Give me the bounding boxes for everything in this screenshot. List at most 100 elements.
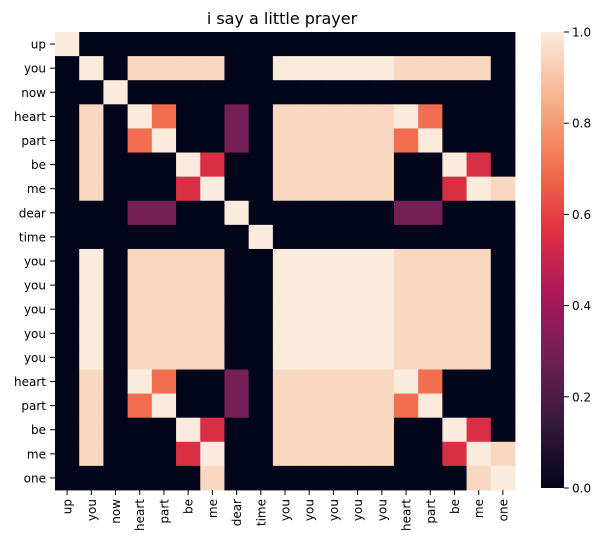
heatmap-cell xyxy=(490,273,516,298)
heatmap-cell xyxy=(466,32,492,57)
x-tick-label: you xyxy=(375,499,389,521)
heatmap-cell xyxy=(345,393,371,419)
heatmap-cell xyxy=(442,56,467,81)
heatmap-cell xyxy=(55,248,80,274)
heatmap-cell xyxy=(151,56,177,81)
heatmap-cell xyxy=(393,248,419,274)
heatmap-cell xyxy=(345,152,371,178)
heatmap-cell xyxy=(127,248,153,274)
heatmap-cell xyxy=(297,345,322,370)
heatmap-cell xyxy=(55,56,80,81)
heatmap-cell xyxy=(248,224,274,250)
heatmap-cell xyxy=(127,393,153,419)
heatmap-cell xyxy=(345,273,371,298)
heatmap-cell xyxy=(297,465,322,491)
heatmap-cell xyxy=(490,321,516,346)
heatmap-cell xyxy=(151,321,177,346)
heatmap-cell xyxy=(224,152,250,178)
heatmap-cell xyxy=(224,80,250,105)
heatmap-cell xyxy=(248,56,274,81)
heatmap-cell xyxy=(248,393,274,419)
heatmap-cell xyxy=(200,417,225,443)
heatmap-cell xyxy=(490,104,516,129)
heatmap-cell xyxy=(442,152,467,178)
heatmap-cell xyxy=(345,224,371,250)
heatmap-cell xyxy=(466,321,492,346)
y-tick-label: be xyxy=(31,423,46,437)
colorbar: 0.0 0.2 0.4 0.6 0.8 1.0 xyxy=(541,26,591,496)
heatmap-cell xyxy=(272,321,298,346)
heatmap-cell xyxy=(176,32,201,57)
heatmap-cell xyxy=(345,441,371,467)
heatmap-cell xyxy=(369,80,395,105)
chart-title: i say a little prayer xyxy=(207,9,358,28)
heatmap-cell xyxy=(418,465,443,491)
heatmap-cell xyxy=(345,32,371,57)
heatmap-cell xyxy=(127,465,153,491)
heatmap-cell xyxy=(321,32,346,57)
heatmap-cell xyxy=(393,80,419,105)
heatmap-cell xyxy=(272,345,298,370)
heatmap-cell xyxy=(490,176,516,202)
heatmap-cell xyxy=(272,224,298,250)
heatmap-cell xyxy=(200,224,225,250)
heatmap-cell xyxy=(79,56,104,81)
x-tick-label: dear xyxy=(230,499,244,526)
y-tick-label: dear xyxy=(19,206,46,220)
heatmap-cell xyxy=(176,104,201,129)
heatmap-cell xyxy=(442,200,467,226)
heatmap-cell xyxy=(369,32,395,57)
heatmap-cell xyxy=(393,224,419,250)
heatmap-cell xyxy=(466,369,492,394)
heatmap-cell xyxy=(176,80,201,105)
y-tick-label: you xyxy=(24,327,46,341)
x-tick-labels: up you now heart part be me dear time you you you yo… xyxy=(61,490,510,531)
y-tick-label: me xyxy=(27,447,46,461)
heatmap-cell xyxy=(297,56,322,81)
heatmap-cell xyxy=(200,369,225,394)
heatmap-cell xyxy=(200,248,225,274)
heatmap-cell xyxy=(200,104,225,129)
heatmap-cell xyxy=(490,393,516,419)
x-tick-label: be xyxy=(182,499,196,514)
x-tick-label: me xyxy=(472,499,486,518)
heatmap-cell xyxy=(369,369,395,394)
heatmap-cell xyxy=(272,441,298,467)
y-tick-label: part xyxy=(21,399,46,413)
heatmap-cell xyxy=(393,441,419,467)
heatmap-cell xyxy=(297,128,322,153)
heatmap-cell xyxy=(393,128,419,153)
heatmap-cell xyxy=(55,224,80,250)
heatmap-cell xyxy=(393,321,419,346)
heatmap-cell xyxy=(224,297,250,322)
heatmap-cell xyxy=(442,321,467,346)
heatmap-cell xyxy=(224,200,250,226)
heatmap-cell xyxy=(55,80,80,105)
heatmap-cell xyxy=(321,104,346,129)
heatmap-cell xyxy=(466,224,492,250)
heatmap-cell xyxy=(127,128,153,153)
heatmap-cell xyxy=(297,200,322,226)
heatmap-cell xyxy=(200,176,225,202)
heatmap-cell xyxy=(369,176,395,202)
colorbar-tick-label: 0.6 xyxy=(572,208,591,222)
heatmap-cell xyxy=(103,56,129,81)
heatmap-cell xyxy=(151,176,177,202)
heatmap-cell xyxy=(272,104,298,129)
heatmap-cell xyxy=(442,176,467,202)
heatmap-cell xyxy=(79,200,104,226)
heatmap-cell xyxy=(103,128,129,153)
y-tick-label: you xyxy=(24,62,46,76)
heatmap-cell xyxy=(127,32,153,57)
heatmap-cell xyxy=(127,321,153,346)
heatmap-cell xyxy=(127,224,153,250)
y-tick-label: you xyxy=(24,279,46,293)
heatmap-cell xyxy=(248,104,274,129)
heatmap-cell xyxy=(297,297,322,322)
heatmap-cell xyxy=(224,321,250,346)
heatmap-cell xyxy=(55,128,80,153)
heatmap-cell xyxy=(466,128,492,153)
heatmap-cell xyxy=(103,248,129,274)
heatmap-cell xyxy=(55,417,80,443)
heatmap-cell xyxy=(200,441,225,467)
